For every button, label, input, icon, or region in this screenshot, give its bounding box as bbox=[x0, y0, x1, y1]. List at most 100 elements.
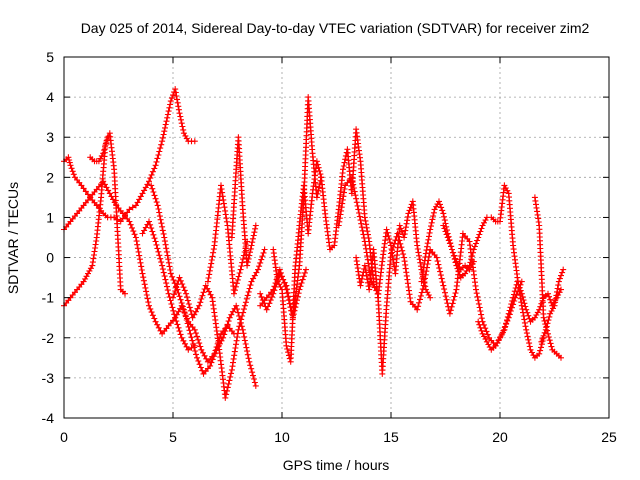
data-point-marker bbox=[481, 219, 487, 226]
series-track-e bbox=[148, 182, 259, 389]
data-point-marker bbox=[176, 110, 183, 117]
data-point-marker bbox=[355, 206, 362, 213]
data-point-marker bbox=[415, 303, 422, 310]
data-point-marker bbox=[184, 320, 191, 327]
data-point-marker bbox=[182, 313, 189, 320]
data-point-marker bbox=[548, 308, 555, 314]
data-point-marker bbox=[143, 292, 150, 298]
data-point-marker bbox=[348, 174, 355, 181]
data-point-marker bbox=[220, 334, 227, 341]
data-point-marker bbox=[165, 259, 172, 266]
data-point-marker bbox=[210, 246, 217, 253]
data-point-marker bbox=[154, 155, 161, 162]
y-axis-title: SDTVAR / TECUs bbox=[5, 182, 21, 294]
series-line bbox=[63, 88, 196, 223]
data-point-marker bbox=[173, 318, 180, 325]
data-point-marker bbox=[536, 350, 543, 357]
data-point-marker bbox=[446, 240, 453, 247]
data-point-marker bbox=[251, 376, 257, 382]
data-point-marker bbox=[422, 286, 429, 293]
data-point-marker bbox=[144, 181, 151, 188]
data-point-marker bbox=[533, 204, 540, 211]
data-point-marker bbox=[230, 359, 236, 366]
data-point-marker bbox=[206, 288, 212, 295]
data-point-marker bbox=[273, 280, 280, 287]
x-tick-label: 25 bbox=[601, 429, 617, 445]
data-point-marker bbox=[509, 297, 516, 304]
data-point-marker bbox=[166, 104, 173, 111]
data-point-marker bbox=[358, 224, 365, 231]
data-point-marker bbox=[286, 355, 293, 362]
data-point-marker bbox=[361, 262, 368, 269]
data-point-marker bbox=[260, 249, 267, 256]
data-point-marker bbox=[221, 204, 228, 211]
data-point-marker bbox=[340, 193, 347, 200]
data-point-marker bbox=[261, 300, 268, 307]
data-point-marker bbox=[221, 331, 228, 338]
data-point-marker bbox=[425, 236, 432, 243]
series-track-o bbox=[418, 198, 477, 285]
series-track-n bbox=[353, 198, 434, 301]
data-point-marker bbox=[545, 290, 551, 297]
data-point-marker bbox=[151, 192, 158, 199]
data-point-marker bbox=[518, 290, 525, 297]
data-point-marker bbox=[357, 282, 364, 289]
data-point-marker bbox=[286, 296, 293, 303]
data-point-marker bbox=[161, 128, 168, 135]
data-point-marker bbox=[361, 238, 368, 245]
data-point-marker bbox=[296, 286, 303, 293]
data-point-marker bbox=[439, 207, 446, 214]
data-point-marker bbox=[339, 200, 346, 207]
data-point-marker bbox=[159, 262, 166, 269]
data-point-marker bbox=[186, 304, 193, 311]
data-point-marker bbox=[422, 283, 429, 290]
data-point-marker bbox=[441, 213, 447, 220]
x-tick-label: 5 bbox=[169, 429, 177, 445]
data-point-marker bbox=[144, 295, 151, 302]
data-point-marker bbox=[338, 207, 345, 214]
data-point-marker bbox=[555, 282, 562, 289]
data-point-marker bbox=[181, 310, 188, 317]
data-point-marker bbox=[440, 282, 447, 289]
data-point-marker bbox=[196, 361, 203, 368]
data-point-marker bbox=[363, 224, 370, 231]
data-point-marker bbox=[434, 258, 441, 265]
data-point-marker bbox=[82, 275, 89, 282]
data-point-marker bbox=[200, 289, 207, 296]
data-point-marker bbox=[165, 108, 172, 115]
data-point-marker bbox=[479, 330, 486, 337]
data-point-marker bbox=[174, 321, 181, 328]
data-point-marker bbox=[516, 284, 523, 291]
data-point-marker bbox=[171, 311, 178, 318]
data-point-marker bbox=[414, 242, 421, 249]
data-point-marker bbox=[159, 266, 166, 273]
series-line bbox=[420, 200, 475, 283]
data-point-marker bbox=[209, 356, 216, 363]
series-track-k bbox=[270, 158, 325, 365]
data-point-marker bbox=[100, 178, 107, 185]
y-tick-label: -4 bbox=[42, 410, 55, 426]
data-point-marker bbox=[222, 211, 229, 218]
data-point-marker bbox=[543, 323, 550, 330]
data-point-marker bbox=[357, 217, 364, 224]
data-point-marker bbox=[444, 234, 451, 241]
data-point-marker bbox=[252, 382, 259, 389]
data-point-marker bbox=[289, 314, 296, 321]
data-point-marker bbox=[428, 219, 435, 226]
data-point-marker bbox=[494, 340, 501, 347]
data-point-marker bbox=[547, 310, 554, 317]
data-point-marker bbox=[428, 223, 434, 230]
data-point-marker bbox=[238, 316, 245, 323]
data-point-marker bbox=[208, 260, 215, 267]
data-point-marker bbox=[450, 253, 457, 259]
data-point-marker bbox=[149, 312, 156, 319]
data-point-marker bbox=[263, 306, 270, 313]
data-point-marker bbox=[147, 221, 154, 228]
data-point-marker bbox=[517, 287, 524, 294]
data-point-marker bbox=[359, 227, 366, 234]
data-point-marker bbox=[231, 348, 238, 355]
data-point-marker bbox=[140, 274, 147, 281]
data-point-marker bbox=[244, 259, 251, 266]
data-point-marker bbox=[452, 290, 459, 297]
data-point-marker bbox=[365, 260, 372, 267]
